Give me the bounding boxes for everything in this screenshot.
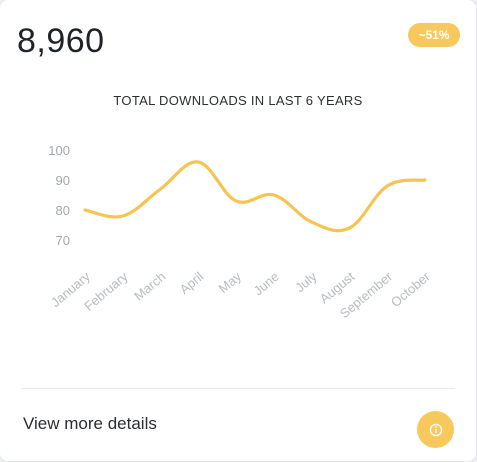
x-tick-label: March [131, 269, 168, 304]
x-tick-label: October [388, 268, 434, 310]
x-tick-label: June [251, 269, 282, 299]
x-tick-label: April [177, 269, 207, 297]
series-group [83, 160, 427, 233]
downloads-series-line [83, 160, 427, 233]
x-tick-label: May [216, 268, 245, 296]
y-tick-label: 80 [56, 203, 70, 218]
y-tick-label: 100 [48, 143, 70, 158]
info-button[interactable] [417, 411, 454, 448]
footer-divider [22, 388, 455, 389]
y-tick-label: 70 [56, 233, 70, 248]
x-tick-label: July [292, 268, 320, 295]
change-badge: ~51% [408, 23, 460, 47]
y-tick-label: 90 [56, 173, 70, 188]
total-downloads-value: 8,960 [17, 22, 105, 60]
view-more-details-link[interactable]: View more details [23, 414, 157, 433]
info-icon [429, 423, 442, 436]
chart-title: TOTAL DOWNLOADS IN LAST 6 YEARS [113, 93, 363, 108]
y-axis: 70 80 90 100 [48, 143, 70, 248]
